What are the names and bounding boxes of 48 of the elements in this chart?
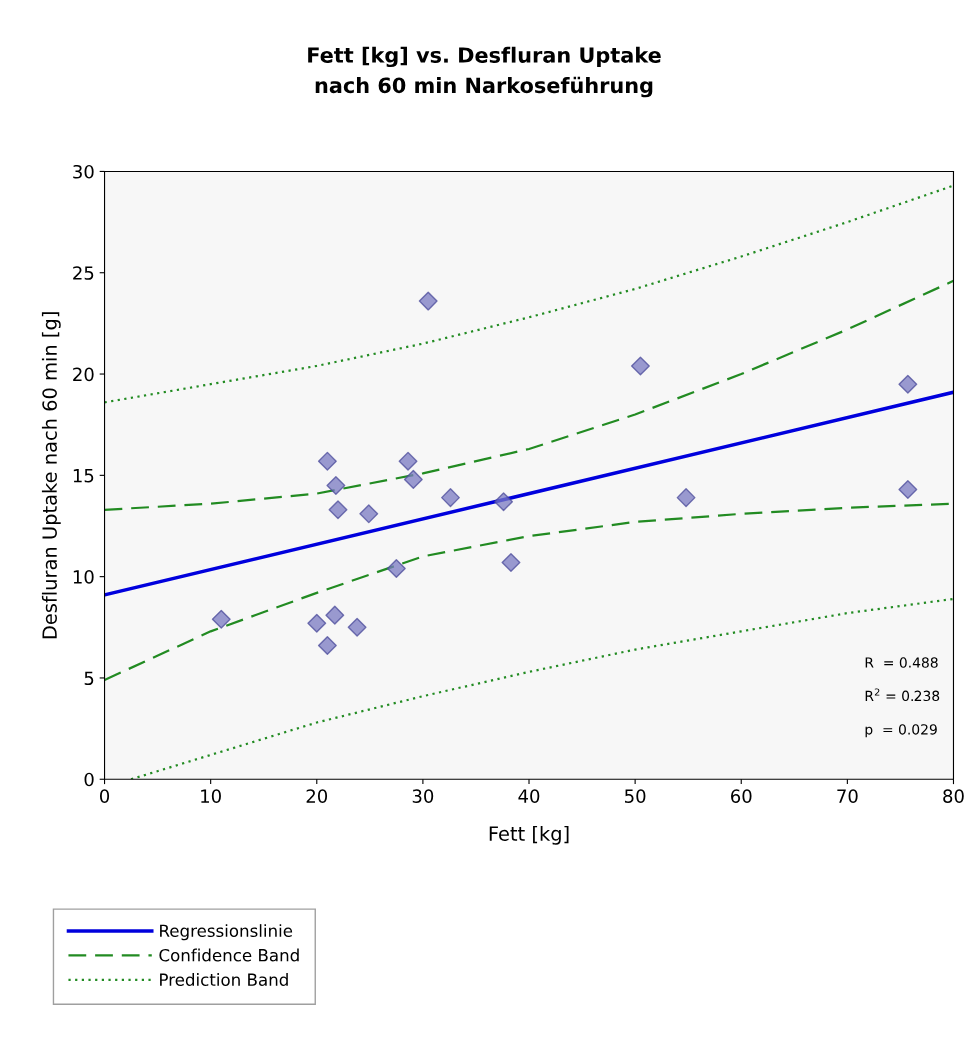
annotation: R$^{2}$ = 0.238: [865, 688, 940, 702]
line-series: [104, 279, 954, 511]
point: [898, 480, 918, 500]
x-tick-label: 0: [99, 789, 110, 803]
x-tick-label: 60: [731, 789, 752, 803]
point: [386, 559, 406, 579]
y-tick-label: 15: [73, 469, 94, 483]
point: [398, 451, 418, 471]
y-tick-label: 0: [84, 772, 94, 787]
point: [418, 291, 438, 311]
annotation: R = 0.488: [865, 657, 938, 668]
point: [325, 605, 345, 625]
x-tick-label: 20: [306, 789, 328, 803]
x-tick-label: 30: [412, 789, 434, 803]
y-tick-label: 25: [73, 266, 94, 280]
point: [347, 617, 367, 637]
point: [630, 356, 650, 376]
x-tick-label: 70: [837, 789, 858, 803]
point: [494, 492, 514, 512]
y-tick-label: 10: [73, 570, 94, 584]
annotation: p = 0.029: [865, 724, 937, 738]
point: [211, 609, 231, 629]
y-tick-label: 20: [73, 367, 94, 382]
point: [328, 500, 348, 520]
point: [403, 469, 423, 489]
legend-label: Confidence Band: [159, 948, 299, 962]
point: [359, 504, 379, 524]
x-tick-label: 10: [201, 789, 221, 803]
point: [317, 451, 337, 471]
point: [898, 374, 918, 394]
legend-label: Regressionslinie: [160, 924, 293, 941]
line-series: [104, 184, 954, 404]
x-tick-label: 50: [625, 789, 646, 803]
point: [307, 613, 327, 633]
x-tick-label: 80: [943, 789, 964, 803]
chart-title: Fett [kg] vs. Desfluran Uptake nach 60 min Narkoseführung: [308, 46, 661, 98]
x-axis-title: Fett [kg]: [489, 825, 569, 845]
y-axis-title: Desfluran Uptake nach 60 min [g]: [41, 312, 61, 639]
line-series: [129, 597, 954, 780]
legend-label: Prediction Band: [160, 973, 288, 986]
y-tick-label: 5: [84, 671, 94, 686]
point: [441, 488, 460, 508]
point: [501, 552, 521, 572]
x-tick-label: 40: [518, 789, 540, 803]
point: [326, 475, 346, 495]
y-tick-label: 30: [73, 164, 94, 179]
point: [317, 636, 337, 656]
point: [676, 488, 696, 508]
